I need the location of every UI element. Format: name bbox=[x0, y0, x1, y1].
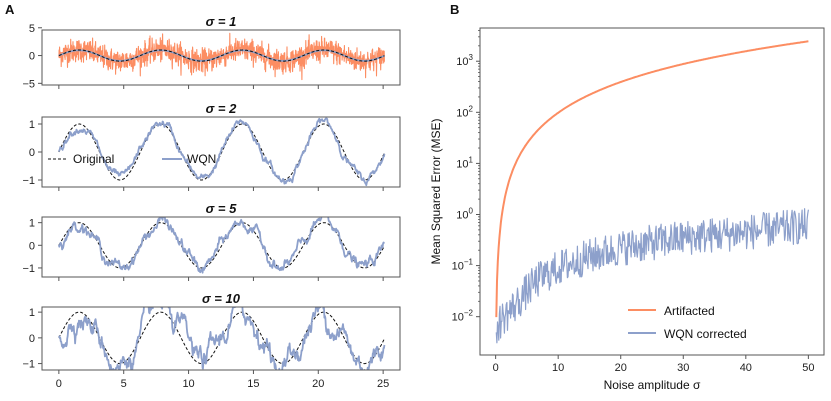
y-tick-label: 0 bbox=[29, 333, 35, 345]
mse-plot-area bbox=[495, 40, 809, 344]
y-tick-label: −1 bbox=[22, 175, 35, 187]
mse-frame bbox=[479, 27, 825, 356]
subplot-title: σ = 2 bbox=[206, 101, 237, 116]
wqn-line bbox=[58, 117, 386, 187]
subplot-frame bbox=[41, 29, 401, 86]
x-tick-label: 10 bbox=[182, 378, 194, 390]
panel-a-label: A bbox=[5, 2, 15, 17]
artifacted-line bbox=[495, 40, 809, 318]
y-tick-label: 10−2 bbox=[452, 309, 474, 324]
x-tick-label: 30 bbox=[677, 362, 689, 374]
y-tick-label: −5 bbox=[22, 78, 35, 90]
x-axis-label: Noise amplitude σ bbox=[604, 378, 701, 392]
legend-wqn-label: WQN bbox=[187, 152, 216, 166]
y-tick-base: 10 bbox=[452, 261, 464, 273]
subplot-title: σ = 5 bbox=[206, 201, 237, 216]
y-tick-exponent: −2 bbox=[464, 309, 474, 318]
y-tick-label: 5 bbox=[29, 23, 35, 35]
y-tick-base: 10 bbox=[456, 158, 468, 170]
y-tick-label: 10−1 bbox=[452, 258, 474, 273]
y-tick-base: 10 bbox=[452, 312, 464, 324]
subplot-1: σ = 1 −5 0 5 bbox=[22, 14, 401, 90]
y-tick-label: 1 bbox=[29, 119, 35, 131]
subplot-plot-area bbox=[58, 307, 386, 370]
y-tick-exponent: 2 bbox=[469, 104, 474, 113]
y-tick-label: 103 bbox=[456, 53, 473, 68]
x-tick-label: 20 bbox=[615, 362, 627, 374]
subplot-frame bbox=[41, 216, 401, 278]
subplot-frame bbox=[41, 116, 401, 188]
y-tick-base: 10 bbox=[456, 209, 468, 221]
subplot-title: σ = 1 bbox=[206, 14, 237, 29]
y-axis-label: Mean Squared Error (MSE) bbox=[429, 118, 443, 264]
y-tick-label: 1 bbox=[29, 307, 35, 319]
legend-original-label: Original bbox=[73, 152, 114, 166]
x-tick-label: 0 bbox=[56, 378, 62, 390]
legend-artifacted-label: Artifacted bbox=[664, 304, 715, 318]
wqn-corrected-line bbox=[495, 208, 809, 344]
subplot-plot-area bbox=[58, 217, 386, 274]
y-tick-exponent: −1 bbox=[464, 258, 474, 267]
y-tick-label: 101 bbox=[456, 155, 473, 170]
original-line bbox=[58, 123, 385, 181]
y-tick-label: −1 bbox=[22, 359, 35, 371]
y-tick-exponent: 1 bbox=[469, 155, 474, 164]
subplot-2: σ = 2 −1 0 1 Original WQN bbox=[22, 101, 401, 191]
wqn-line bbox=[58, 217, 386, 274]
y-tick-label: −1 bbox=[22, 263, 35, 275]
y-tick-exponent: 0 bbox=[469, 206, 474, 215]
y-tick-exponent: 3 bbox=[469, 53, 474, 62]
y-tick-label: 0 bbox=[29, 240, 35, 252]
y-tick-base: 10 bbox=[456, 56, 468, 68]
wqn-line bbox=[58, 307, 386, 370]
subplot-3: σ = 5 −1 0 1 bbox=[22, 201, 401, 281]
x-tick-label: 5 bbox=[121, 378, 127, 390]
subplot-plot-area bbox=[58, 117, 386, 187]
x-tick-label: 50 bbox=[802, 362, 814, 374]
subplot-frame bbox=[41, 306, 401, 371]
y-tick-label: 1 bbox=[29, 218, 35, 230]
x-tick-label: 40 bbox=[740, 362, 752, 374]
original-line bbox=[58, 49, 385, 62]
y-tick-label: 0 bbox=[29, 147, 35, 159]
legend-wqn-corrected-label: WQN corrected bbox=[664, 327, 747, 341]
panel-b-label: B bbox=[450, 2, 459, 17]
subplot-plot-area bbox=[58, 32, 385, 81]
x-tick-label: 0 bbox=[493, 362, 499, 374]
x-tick-label: 15 bbox=[247, 378, 259, 390]
subplot-title: σ = 10 bbox=[202, 291, 241, 306]
x-tick-label: 10 bbox=[552, 362, 564, 374]
y-tick-label: 0 bbox=[29, 51, 35, 63]
x-tick-label: 20 bbox=[312, 378, 324, 390]
y-tick-base: 10 bbox=[456, 107, 468, 119]
y-tick-label: 102 bbox=[456, 104, 473, 119]
y-tick-label: 100 bbox=[456, 206, 473, 221]
x-tick-label: 25 bbox=[377, 378, 389, 390]
